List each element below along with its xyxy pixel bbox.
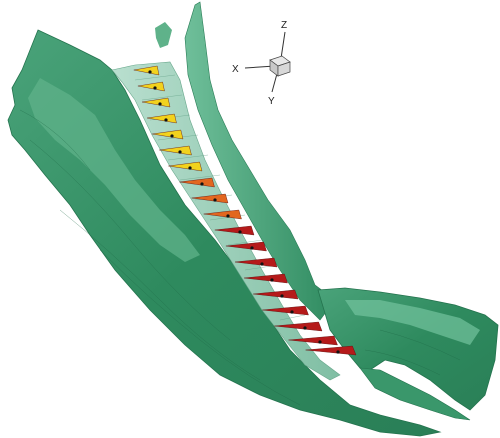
channel-left-wall (111, 61, 341, 381)
terrain-texture (19, 109, 461, 406)
vector-origin-dot (188, 166, 192, 170)
velocity-vector-glyph (159, 145, 192, 156)
axis-y-label: Y (268, 96, 275, 107)
velocity-vector-glyph (274, 321, 323, 332)
vector-origin-dot (148, 70, 152, 74)
vector-origin-dot (178, 150, 182, 154)
velocity-vector-glyph (288, 335, 338, 346)
vector-origin-dot (280, 294, 284, 298)
velocity-vector-glyph (244, 273, 288, 284)
velocity-vector-glyph (305, 345, 357, 356)
terrain-right-highlight (345, 300, 480, 345)
velocity-vector-glyph (133, 65, 160, 76)
vector-origin-dot (153, 86, 157, 90)
vector-origin-dot (170, 134, 174, 138)
vector-origin-dot (290, 310, 294, 314)
terrain-lower-tongue (359, 367, 471, 421)
vector-origin-dot (318, 340, 322, 344)
vector-origin-dot (200, 182, 204, 186)
axis-triad-icon: Z X Y (232, 20, 291, 107)
velocity-vector-glyph (203, 209, 242, 220)
vector-origin-dot (270, 278, 274, 282)
velocity-vector-glyph (191, 193, 229, 204)
vector-origin-dot (336, 350, 340, 354)
velocity-vector-glyph (262, 305, 309, 316)
vector-origin-dot (213, 198, 217, 202)
vector-origin-dot (226, 214, 230, 218)
channel-right-wall (184, 1, 336, 321)
velocity-vectors (133, 65, 357, 356)
velocity-vector-glyph (234, 257, 278, 268)
velocity-vector-glyph (179, 177, 215, 188)
velocity-vector-glyph (147, 113, 177, 124)
vector-origin-dot (303, 326, 307, 330)
axis-x-label: X (232, 64, 239, 75)
vector-origin-dot (238, 230, 242, 234)
terrain-fragment (155, 22, 172, 48)
velocity-vector-glyph (168, 161, 203, 172)
terrain-left-ridge (28, 78, 200, 262)
velocity-vector-glyph (141, 97, 171, 108)
velocity-vector-glyph (253, 289, 299, 300)
terrain-left-slope (7, 29, 442, 437)
velocity-vector-glyph (214, 225, 255, 236)
axis-z-label: Z (281, 20, 287, 31)
velocity-vector-glyph (152, 129, 184, 140)
vector-origin-dot (250, 246, 254, 250)
velocity-vector-glyph (225, 241, 267, 252)
vector-origin-dot (164, 118, 168, 122)
vector-origin-dot (260, 262, 264, 266)
velocity-vector-glyph (137, 81, 165, 92)
vector-origin-dot (158, 102, 162, 106)
